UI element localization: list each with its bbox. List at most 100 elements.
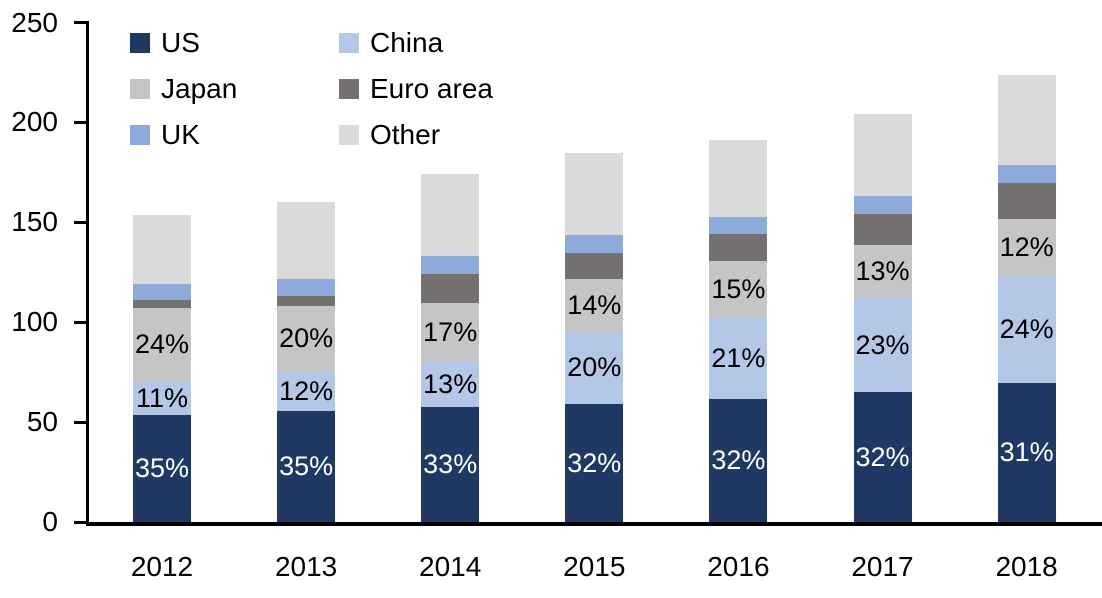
bar-percent-label: 13%	[855, 256, 910, 287]
segment-japan: 15%	[709, 261, 768, 319]
segment-other	[709, 140, 768, 218]
legend-label: US	[161, 27, 200, 58]
y-axis-label: 50	[26, 406, 58, 438]
legend-item-japan: Japan	[130, 72, 238, 104]
bar-percent-label: 24%	[999, 314, 1054, 345]
bar-percent-label: 11%	[135, 382, 189, 413]
segment-other	[997, 75, 1056, 166]
x-axis-label: 2012	[130, 551, 194, 582]
segment-us: 35%	[133, 415, 191, 522]
y-axis-tick	[73, 320, 86, 324]
segment-china: 21%	[709, 318, 768, 400]
y-axis-label: 150	[11, 206, 58, 238]
segment-japan: 17%	[421, 303, 480, 363]
bar-percent-label: 12%	[279, 375, 334, 406]
segment-uk	[709, 217, 768, 235]
legend-item-euro-area: Euro area	[339, 72, 493, 104]
x-axis-line	[85, 522, 1102, 526]
bar-percent-label: 33%	[423, 449, 478, 480]
bar-percent-label: 14%	[567, 289, 622, 320]
bar-percent-label: 35%	[279, 451, 334, 482]
bar-2017: 32% 23% 13%	[853, 114, 912, 522]
y-axis-tick	[73, 120, 86, 124]
bar-percent-label: 35%	[134, 453, 190, 484]
bar-percent-label: 24%	[134, 329, 190, 360]
bar-2016: 32% 21% 15%	[709, 140, 768, 522]
bar-percent-label: 13%	[423, 369, 478, 400]
segment-japan: 14%	[565, 279, 624, 332]
legend-item-us: US	[130, 29, 200, 57]
legend-item-other: Other	[339, 118, 441, 150]
segment-other	[565, 153, 624, 236]
segment-us: 33%	[421, 407, 480, 522]
y-axis-label: 0	[42, 506, 58, 537]
legend-swatch-icon	[130, 33, 150, 53]
bar-percent-label: 23%	[855, 329, 910, 360]
segment-euro-area	[421, 274, 480, 304]
segment-euro-area	[565, 253, 624, 280]
segment-other	[277, 202, 336, 280]
segment-uk	[997, 165, 1056, 184]
segment-euro-area	[277, 296, 336, 307]
segment-us: 35%	[277, 411, 336, 522]
bar-percent-label: 12%	[999, 232, 1054, 263]
bar-percent-label: 20%	[279, 323, 334, 354]
legend-label: Other	[370, 118, 441, 150]
bar-percent-label: 17%	[423, 317, 478, 348]
y-axis-tick	[73, 220, 86, 224]
x-axis-label: 2015	[563, 551, 626, 582]
bar-percent-label: 32%	[567, 447, 622, 478]
bar-percent-label: 21%	[711, 343, 766, 374]
segment-us: 32%	[853, 392, 912, 522]
bar-percent-label: 32%	[711, 445, 766, 476]
segment-other	[853, 114, 912, 197]
segment-japan: 24%	[133, 308, 191, 382]
segment-china: 23%	[853, 298, 912, 393]
segment-euro-area	[709, 234, 768, 262]
segment-china: 13%	[421, 362, 480, 408]
legend-label: Japan	[161, 72, 238, 104]
y-axis-line	[85, 20, 89, 524]
y-axis-label: 200	[11, 106, 58, 138]
segment-uk	[565, 235, 624, 254]
segment-china: 12%	[277, 371, 336, 412]
bar-2014: 33% 13% 17%	[421, 174, 480, 522]
segment-euro-area	[997, 183, 1056, 220]
legend-item-uk: UK	[130, 120, 200, 149]
bar-2012: 35% 11% 24%	[133, 215, 191, 522]
segment-uk	[853, 196, 912, 215]
y-axis-tick	[73, 21, 86, 24]
y-axis-tick	[73, 420, 86, 424]
segment-uk	[277, 279, 336, 297]
legend-label: Euro area	[370, 72, 493, 104]
x-axis-label: 2018	[995, 551, 1058, 582]
segment-china: 24%	[997, 276, 1056, 384]
segment-us: 32%	[565, 404, 624, 522]
segment-china: 11%	[133, 381, 191, 416]
segment-japan: 13%	[853, 245, 912, 299]
segment-uk	[133, 284, 191, 301]
y-axis-label: 100	[11, 306, 58, 338]
segment-other	[133, 215, 191, 285]
x-axis-label: 2013	[274, 551, 338, 582]
segment-us: 32%	[709, 399, 768, 522]
segment-uk	[421, 256, 480, 275]
legend-swatch-icon	[339, 78, 359, 99]
y-axis-label: 250	[11, 6, 58, 38]
legend-label: China	[370, 27, 444, 58]
segment-euro-area	[853, 214, 912, 246]
legend-item-china: China	[339, 29, 443, 57]
segment-japan: 12%	[997, 219, 1056, 277]
bar-percent-label: 15%	[711, 274, 766, 305]
bar-2015: 32% 20% 14%	[565, 153, 624, 522]
legend-swatch-icon	[339, 33, 359, 53]
bar-percent-label: 31%	[999, 437, 1054, 468]
bar-2013: 35% 12% 20%	[277, 202, 336, 522]
bar-percent-label: 32%	[855, 441, 910, 472]
x-axis-label: 2016	[707, 551, 770, 582]
x-axis-label: 2017	[851, 551, 914, 582]
x-axis-label: 2014	[419, 551, 482, 582]
segment-us: 31%	[997, 383, 1056, 522]
segment-other	[421, 174, 480, 257]
